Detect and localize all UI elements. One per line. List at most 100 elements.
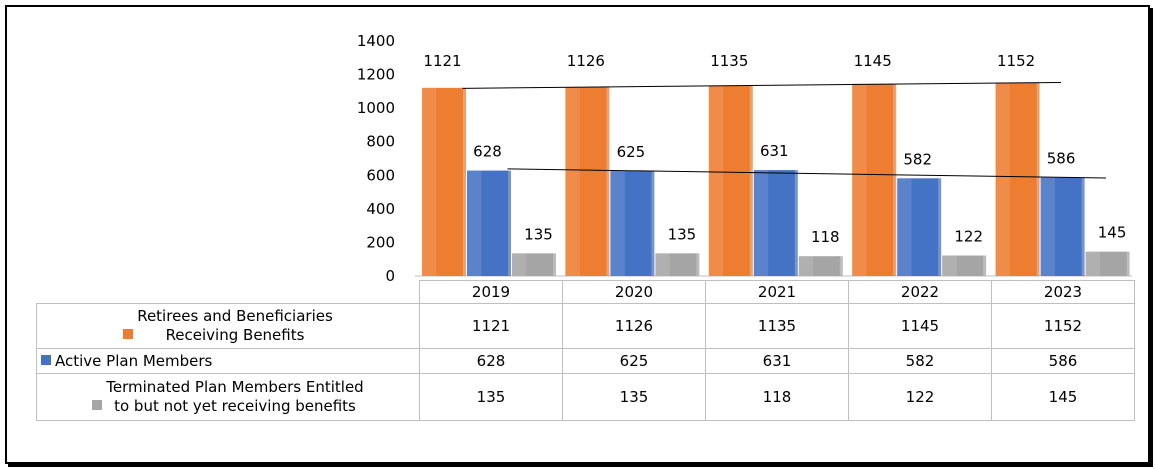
- table-row: Active Plan Members 628 625 631 582 586: [36, 348, 1135, 374]
- bar-highlight: [798, 256, 814, 276]
- table-cell: 1135: [705, 303, 849, 349]
- bar-side: [605, 86, 610, 276]
- bar-2021-1: [753, 170, 795, 276]
- bar-highlight: [708, 85, 724, 276]
- series-label-retirees: Retirees and Beneficiaries Receiving Bene…: [36, 303, 420, 349]
- table-row: Terminated Plan Members Entitled to but n…: [36, 373, 1135, 421]
- series-name: Terminated Plan Members Entitled to but n…: [106, 378, 364, 415]
- bar-side: [462, 87, 466, 276]
- bar-highlight: [512, 253, 527, 276]
- bar-highlight: [942, 255, 957, 276]
- table-cell: 135: [562, 373, 706, 421]
- bar-side: [1035, 82, 1040, 276]
- table-corner: [36, 280, 420, 304]
- data-label: 628: [473, 143, 502, 161]
- bar-highlight: [467, 170, 482, 276]
- bar-highlight: [753, 170, 769, 276]
- bar-highlight: [565, 86, 580, 276]
- trendline-1: [507, 168, 1107, 179]
- year-header: 2022: [848, 280, 992, 304]
- legend-swatch-blue: [41, 354, 51, 365]
- data-label: 1121: [423, 52, 461, 70]
- bar-2022-0: [852, 83, 894, 276]
- bar-side: [552, 253, 556, 276]
- bars: [422, 82, 1130, 276]
- bar-2019-1: [467, 170, 508, 276]
- y-tick-label: 1000: [357, 99, 395, 117]
- bar-2021-2: [798, 256, 840, 276]
- bar-2023-1: [1040, 177, 1082, 276]
- table-cell: 122: [848, 373, 992, 421]
- table-cell: 1121: [419, 303, 563, 349]
- data-label: 1135: [710, 52, 748, 70]
- table-cell: 582: [848, 348, 992, 374]
- bar-side: [838, 256, 843, 276]
- year-header: 2021: [705, 280, 849, 304]
- y-tick-label: 600: [366, 166, 395, 184]
- bar-2020-0: [565, 86, 607, 276]
- data-label: 631: [760, 142, 789, 160]
- series-name: Active Plan Members: [55, 351, 213, 370]
- table-cell: 135: [419, 373, 563, 421]
- table-cell: 586: [991, 348, 1135, 374]
- bar-side: [748, 85, 753, 276]
- bar-highlight: [995, 82, 1010, 276]
- bar-side: [507, 170, 511, 276]
- table-cell: 625: [562, 348, 706, 374]
- trendlines: [462, 81, 1107, 179]
- data-table: 2019 2020 2021 2022 2023 Retirees and Be…: [36, 280, 1135, 421]
- y-tick-label: 400: [366, 200, 395, 218]
- bar-side: [937, 178, 942, 276]
- table-cell: 1126: [562, 303, 706, 349]
- bar-highlight: [1085, 251, 1100, 276]
- bar-highlight: [422, 87, 437, 276]
- series-label-terminated: Terminated Plan Members Entitled to but n…: [36, 373, 420, 421]
- data-label: 135: [668, 225, 697, 243]
- data-label: 586: [1047, 150, 1076, 168]
- data-label: 135: [524, 225, 553, 243]
- data-label: 145: [1098, 224, 1127, 242]
- bar-2021-0: [708, 85, 750, 276]
- data-labels: 1121 628 135 1126 625 135 1135 631 118 1145 582 122…: [423, 52, 1126, 246]
- bar-side: [695, 253, 700, 276]
- series-label-active: Active Plan Members: [36, 348, 420, 374]
- table-cell: 118: [705, 373, 849, 421]
- table-cell: 628: [419, 348, 563, 374]
- bar-highlight: [897, 178, 912, 276]
- year-header: 2019: [419, 280, 563, 304]
- bar-highlight: [610, 171, 625, 276]
- legend-swatch-orange: [123, 329, 134, 339]
- bar-side: [650, 171, 655, 276]
- table-row: Retirees and Beneficiaries Receiving Bene…: [36, 303, 1135, 349]
- bar-highlight: [1040, 177, 1055, 276]
- data-label: 1145: [854, 52, 892, 70]
- bar-side: [1080, 177, 1085, 276]
- y-tick-label: 0: [385, 267, 395, 285]
- data-label: 582: [903, 150, 932, 168]
- data-label: 1126: [567, 52, 605, 70]
- bar-2019-0: [422, 87, 463, 276]
- y-tick-label: 1400: [357, 32, 395, 50]
- table-cell: 1145: [848, 303, 992, 349]
- y-tick-label: 200: [366, 233, 395, 251]
- year-header: 2020: [562, 280, 706, 304]
- bar-2019-2: [512, 253, 553, 276]
- bar-2023-0: [995, 82, 1037, 276]
- bar-highlight: [655, 253, 670, 276]
- table-cell: 1152: [991, 303, 1135, 349]
- bar-2020-2: [655, 253, 697, 276]
- table-cell: 631: [705, 348, 849, 374]
- year-header: 2023: [991, 280, 1135, 304]
- bar-2022-2: [942, 255, 984, 276]
- legend-swatch-gray: [92, 400, 103, 410]
- table-cell: 145: [991, 373, 1135, 421]
- bar-side: [892, 83, 897, 276]
- table-header-row: 2019 2020 2021 2022 2023: [36, 280, 1135, 304]
- bar-2023-2: [1085, 251, 1127, 276]
- data-label: 118: [811, 228, 840, 246]
- trendline-0: [462, 81, 1062, 89]
- bar-highlight: [852, 83, 867, 276]
- bar-2020-1: [610, 171, 652, 276]
- y-tick-label: 1200: [357, 66, 395, 84]
